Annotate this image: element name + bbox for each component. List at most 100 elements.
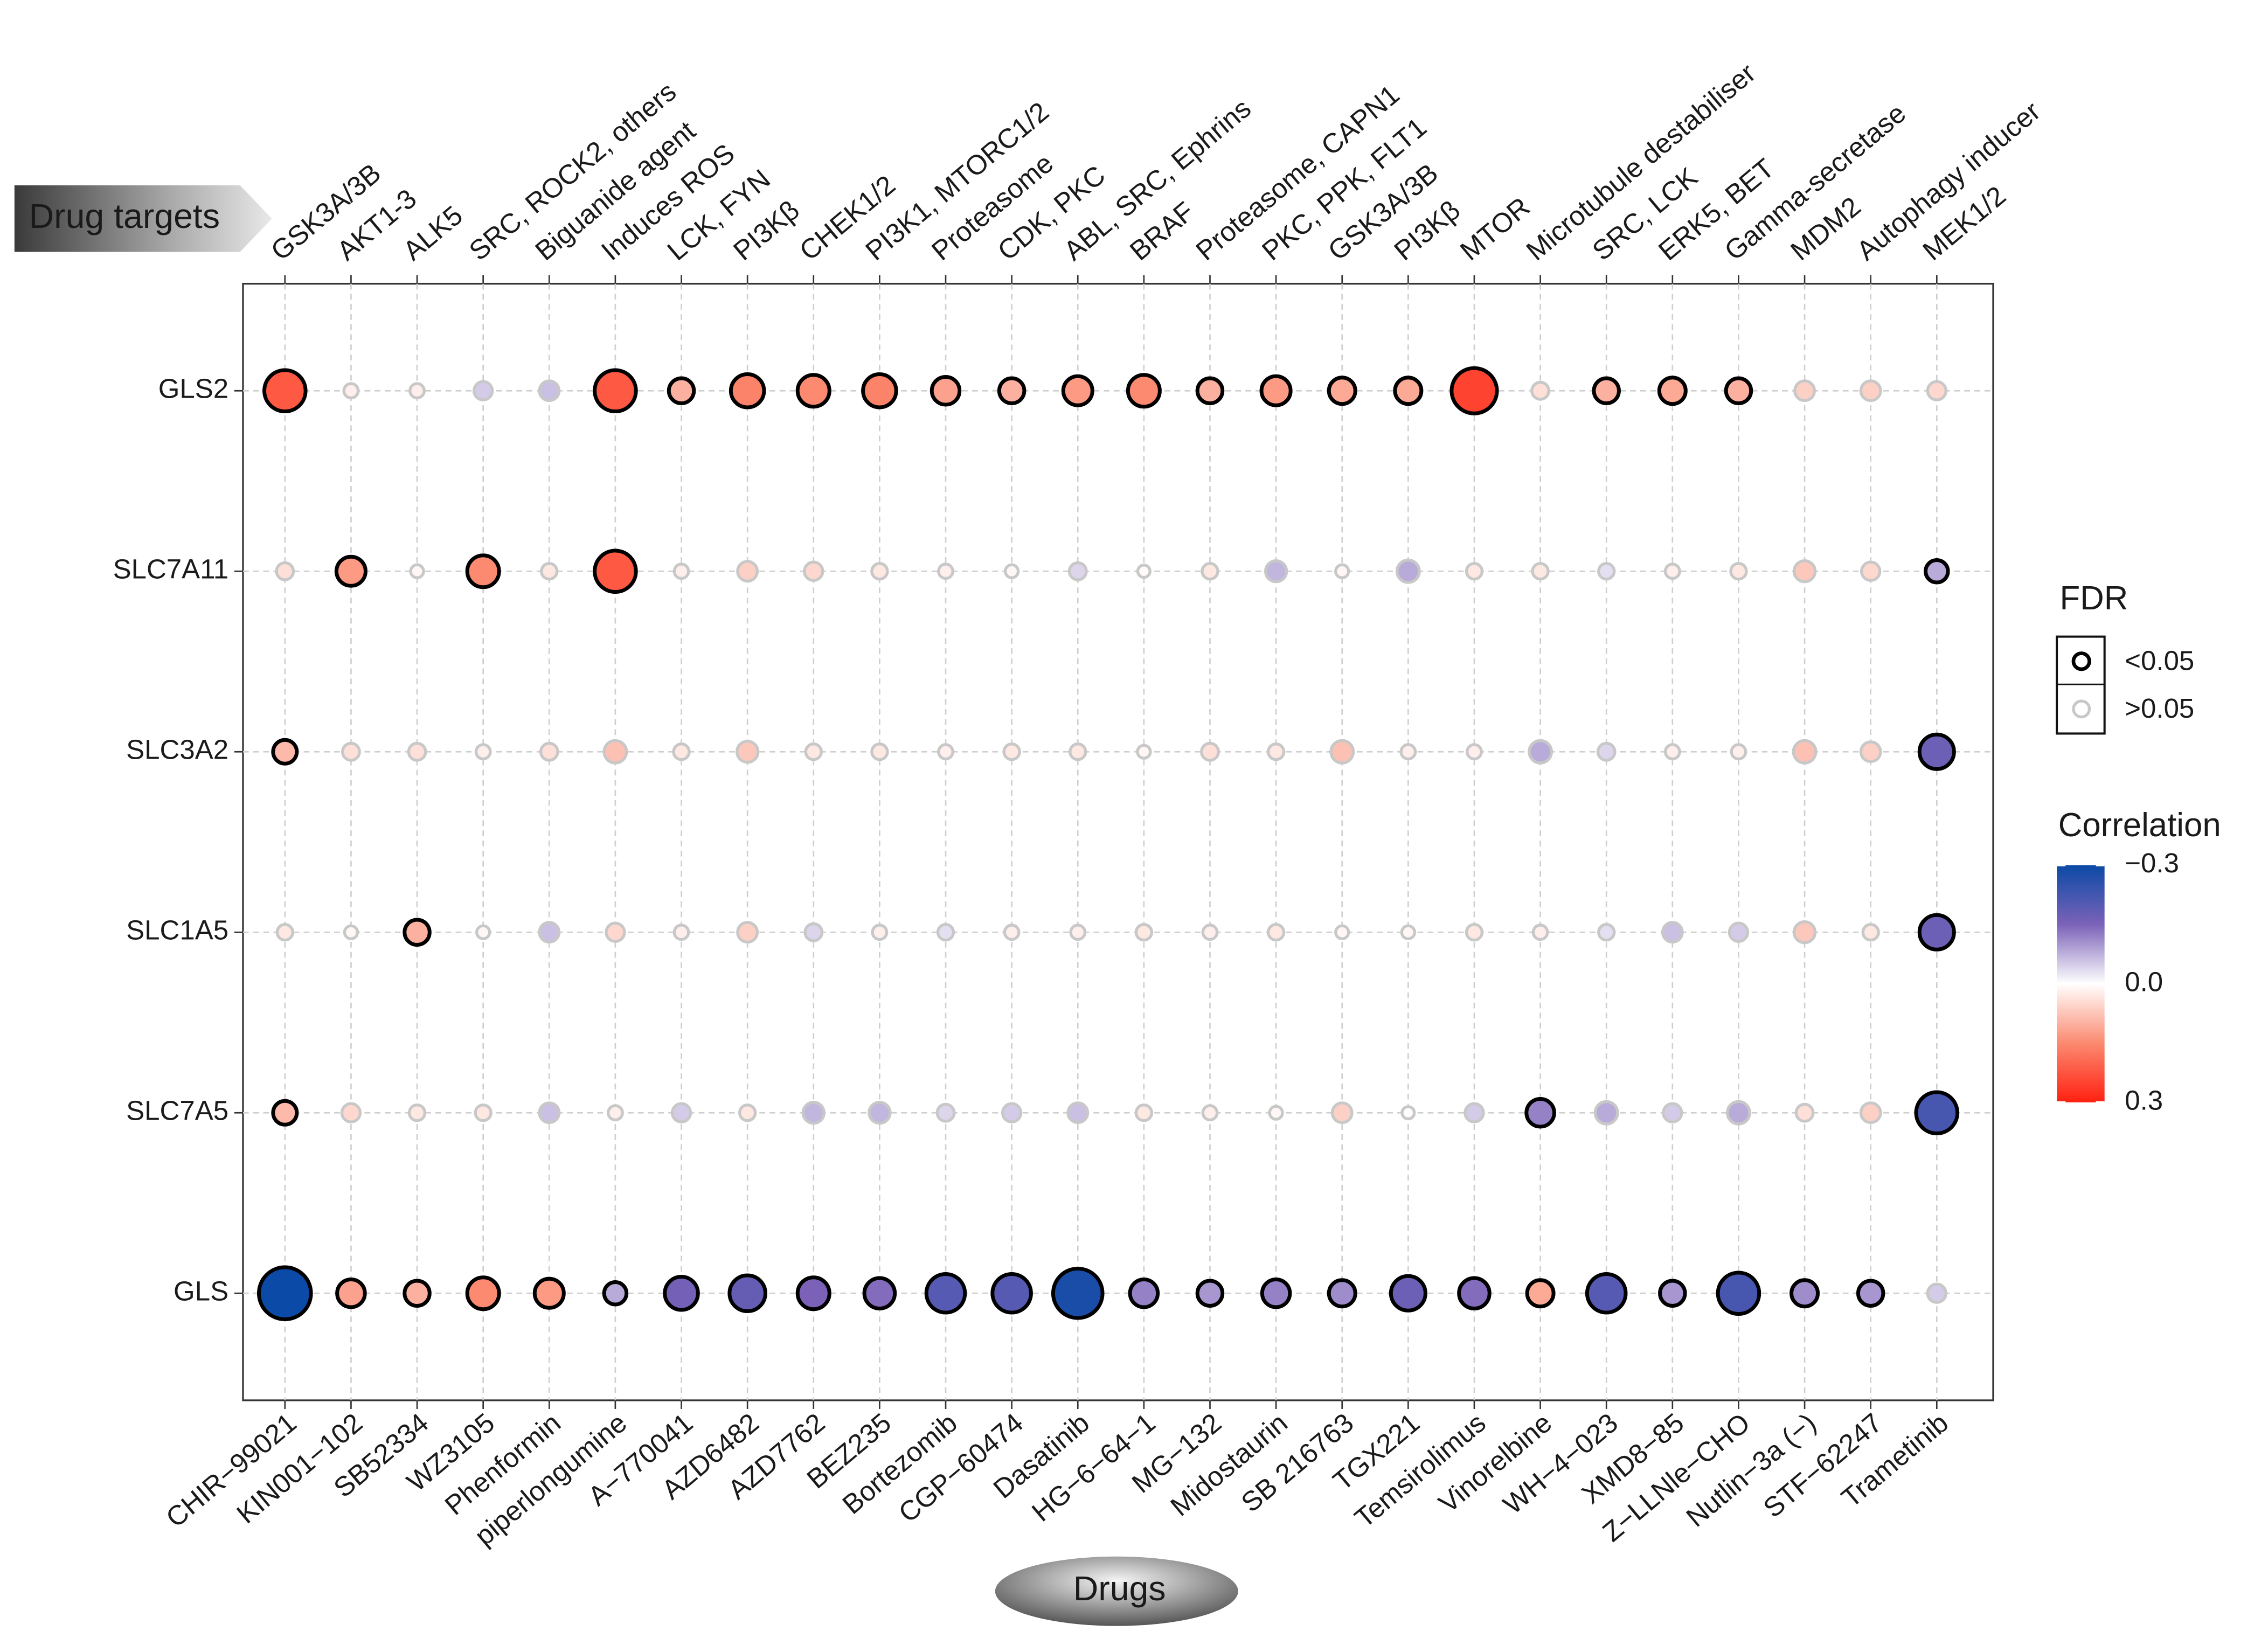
- bubble: [1792, 739, 1818, 765]
- fdr-legend-sig: [2071, 651, 2091, 671]
- bubble: [1464, 1102, 1485, 1123]
- bubble: [795, 373, 831, 409]
- bubble: [1264, 559, 1288, 584]
- bubble: [1399, 743, 1417, 761]
- bubble: [868, 1101, 892, 1125]
- bubble: [1201, 1104, 1219, 1122]
- bubble: [341, 741, 361, 762]
- bubble: [1924, 558, 1950, 585]
- bubble: [1592, 376, 1621, 405]
- bubble: [1914, 1090, 1960, 1136]
- bubble: [1530, 380, 1551, 401]
- bubble: [409, 563, 425, 579]
- bubble: [1067, 561, 1088, 581]
- bubble: [1136, 744, 1152, 760]
- bubble: [407, 1103, 427, 1122]
- bubble: [803, 560, 824, 582]
- bubble: [1728, 921, 1750, 943]
- bubble: [1593, 1100, 1619, 1126]
- bubble: [602, 1280, 629, 1307]
- bubble: [1859, 379, 1882, 402]
- bubble: [1790, 1278, 1820, 1309]
- bubble: [275, 923, 294, 942]
- bubble: [1794, 1102, 1815, 1123]
- bubble: [472, 380, 494, 401]
- bubble: [1393, 376, 1424, 406]
- bubble: [1926, 380, 1947, 401]
- bubble: [736, 921, 759, 944]
- bubble: [1860, 560, 1882, 582]
- bubble: [602, 739, 628, 765]
- bubble: [1334, 563, 1350, 579]
- drugs-ellipse: [995, 1556, 1238, 1626]
- bubble: [538, 1101, 561, 1125]
- bubble: [1662, 1102, 1683, 1123]
- bubble: [275, 561, 295, 581]
- bubble: [334, 554, 367, 588]
- bubble: [1465, 923, 1484, 942]
- bubble: [1400, 1105, 1416, 1121]
- targets-arrow: [14, 185, 272, 252]
- bubble: [538, 379, 561, 402]
- fdr-legend-label: >0.05: [2125, 693, 2194, 724]
- bubble: [538, 921, 561, 944]
- bubble: [1457, 1276, 1492, 1311]
- bubble: [1661, 921, 1684, 944]
- bubble: [465, 553, 501, 589]
- bubble: [1201, 924, 1219, 941]
- fdr-legend-label: <0.05: [2125, 645, 2194, 676]
- bubble: [804, 742, 823, 761]
- bubble: [1657, 376, 1688, 406]
- bubble: [738, 1103, 757, 1122]
- bubble: [861, 372, 898, 409]
- bubble: [408, 382, 426, 400]
- bubble: [1200, 741, 1220, 762]
- colorbar-tick-label: 0.3: [2125, 1085, 2163, 1115]
- bubble: [340, 1102, 362, 1123]
- bubble: [1134, 1103, 1154, 1122]
- bubble: [407, 741, 427, 762]
- bubble: [1531, 924, 1549, 941]
- bubble: [1792, 559, 1817, 584]
- bubble: [1658, 1279, 1687, 1308]
- bubble: [801, 1101, 826, 1125]
- bubble: [727, 1273, 767, 1314]
- bubble: [593, 368, 638, 414]
- bubble: [1597, 562, 1616, 581]
- bubble: [1259, 374, 1293, 407]
- bubble: [1524, 1096, 1556, 1129]
- bubble: [1596, 741, 1617, 762]
- bubble: [1531, 562, 1550, 581]
- bubble: [1449, 366, 1499, 415]
- colorbar-tick-label: −0.3: [2125, 848, 2179, 878]
- bubble: [403, 1279, 432, 1308]
- bubble: [1201, 562, 1219, 581]
- bubble: [1069, 742, 1087, 761]
- bubble: [870, 742, 889, 761]
- bubble: [1389, 1274, 1427, 1313]
- bubble: [1069, 924, 1087, 941]
- bubble: [937, 563, 954, 580]
- bubble: [1400, 924, 1417, 940]
- bubble: [606, 1104, 624, 1122]
- bubble: [937, 743, 954, 761]
- bubble: [1001, 1102, 1023, 1123]
- bubble: [1195, 376, 1225, 405]
- bubble: [1327, 376, 1357, 406]
- bubble: [465, 1275, 501, 1311]
- fdr-legend-box: [2056, 635, 2106, 735]
- bubble: [271, 1099, 299, 1127]
- bubble: [1716, 1271, 1761, 1316]
- bubble: [1003, 924, 1021, 941]
- bubble: [474, 1103, 493, 1122]
- fdr-legend-title: FDR: [2059, 580, 2128, 617]
- bubble: [1926, 1282, 1947, 1304]
- bubble: [672, 924, 690, 941]
- y-tick-label: SLC7A5: [126, 1095, 228, 1126]
- bubble: [1917, 913, 1956, 952]
- bubble: [736, 560, 759, 583]
- bubble: [1266, 923, 1286, 942]
- bubble: [803, 922, 824, 942]
- y-tick-label: SLC1A5: [126, 915, 228, 946]
